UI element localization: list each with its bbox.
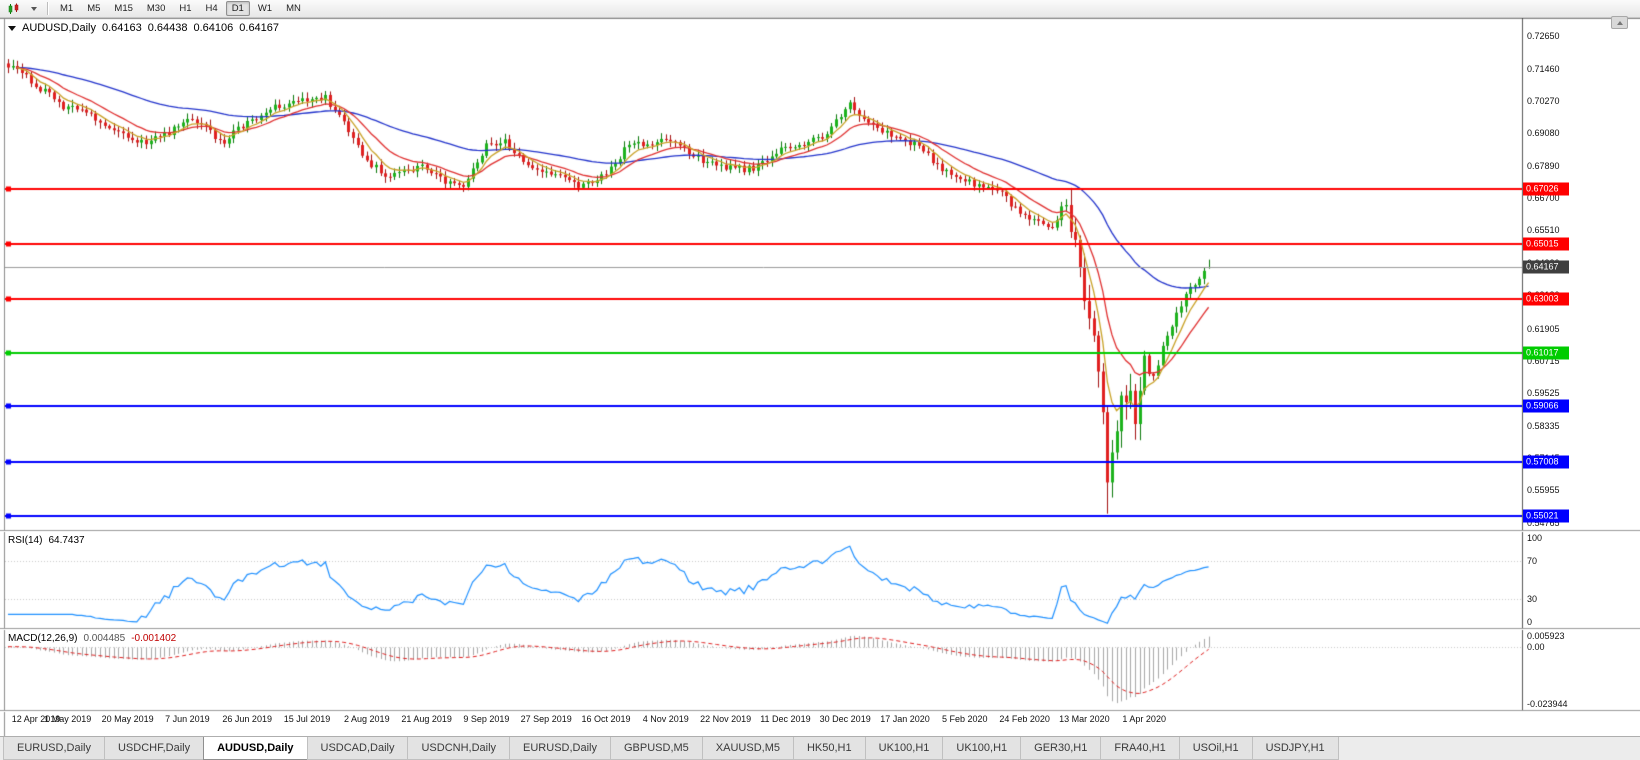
timeframe-button-h4[interactable]: H4: [200, 1, 224, 16]
symbol-collapse-icon[interactable]: [8, 25, 16, 31]
date-axis-label: 22 Nov 2019: [700, 714, 752, 724]
chart-tab-hk50-h1[interactable]: HK50,H1: [792, 737, 866, 760]
timeframe-button-m30[interactable]: M30: [141, 1, 171, 16]
price-axis-label: 0.55955: [1527, 485, 1560, 496]
macd-indicator-header: MACD(12,26,9) 0.004485 -0.001402: [8, 633, 176, 644]
date-axis-label: 20 May 2019: [101, 714, 154, 724]
timeframe-button-h1[interactable]: H1: [173, 1, 197, 16]
price-axis-label: 0.59525: [1527, 388, 1560, 399]
price-chart-canvas[interactable]: [0, 18, 1640, 736]
price-axis-label: 0.54765: [1527, 517, 1560, 528]
date-axis-label: 24 Feb 2020: [999, 714, 1050, 724]
ohlc-open: 0.64163: [101, 22, 142, 34]
chart-tab-eurusd-daily[interactable]: EURUSD,Daily: [3, 737, 105, 760]
scroll-up-button[interactable]: [1611, 16, 1628, 29]
chart-ohlc-header: AUDUSD,Daily 0.64163 0.64438 0.64106 0.6…: [8, 22, 279, 34]
timeframe-button-m5[interactable]: M5: [81, 1, 106, 16]
chart-tab-usdjpy-h1[interactable]: USDJPY,H1: [1251, 737, 1339, 760]
date-axis-label: 21 Aug 2019: [401, 714, 452, 724]
chart-tab-usoil-h1[interactable]: USOil,H1: [1178, 737, 1253, 760]
chart-tab-bar: EURUSD,Daily USDCHF,Daily AUDUSD,Daily USDC…: [0, 736, 1640, 760]
hline-price-tag[interactable]: 0.57008: [1523, 455, 1569, 469]
macd-scale-label: -0.023944: [1527, 698, 1568, 709]
date-axis-label: 12 Apr 2019: [11, 714, 61, 724]
date-axis-label: 7 Jun 2019: [165, 714, 210, 724]
price-axis-label: 0.71460: [1527, 63, 1560, 74]
toolbar-separator: [47, 2, 48, 15]
hline-price-tag[interactable]: 0.59066: [1523, 399, 1569, 413]
price-axis-label: 0.72650: [1527, 31, 1560, 42]
timeframe-button-mn[interactable]: MN: [280, 1, 307, 16]
hline-price-tag[interactable]: 0.61017: [1523, 346, 1569, 360]
chart-area: AUDUSD,Daily 0.64163 0.64438 0.64106 0.6…: [0, 16, 1640, 736]
candlestick-chart-icon[interactable]: [4, 1, 24, 16]
rsi-indicator-header: RSI(14) 64.7437: [8, 535, 85, 546]
price-axis-label: 0.70270: [1527, 95, 1560, 106]
date-axis-label: 11 Dec 2019: [760, 714, 811, 724]
date-axis-label: 15 Jul 2019: [283, 714, 331, 724]
ohlc-low: 0.64106: [193, 22, 234, 34]
chart-tab-usdchf-daily[interactable]: USDCHF,Daily: [103, 737, 205, 760]
timeframe-button-d1[interactable]: D1: [225, 1, 250, 16]
timeframe-button-m15[interactable]: M15: [108, 1, 138, 16]
chart-tab-uk100-h1[interactable]: UK100,H1: [942, 737, 1022, 760]
toolbar: M1 M5 M15 M30 H1 H4 D1 W1 MN: [0, 0, 1640, 18]
rsi-scale-label: 0: [1527, 617, 1533, 627]
date-axis-label: 1 May 2019: [44, 714, 92, 724]
rsi-scale-label: 70: [1527, 555, 1538, 566]
timeframe-button-w1[interactable]: W1: [252, 1, 278, 16]
scroll-up-icon: [1616, 20, 1623, 25]
price-axis-label: 0.66700: [1527, 193, 1560, 204]
price-axis-label: 0.60715: [1527, 355, 1560, 366]
date-axis-label: 4 Nov 2019: [642, 714, 689, 724]
date-axis-label: 13 Mar 2020: [1059, 714, 1110, 724]
rsi-scale-label: 30: [1527, 594, 1538, 605]
current-price-tag[interactable]: 0.64167: [1523, 260, 1569, 274]
date-axis-label: 30 Dec 2019: [819, 714, 871, 724]
date-axis-label: 9 Sep 2019: [463, 714, 510, 724]
macd-main-value: 0.004485: [83, 633, 126, 644]
hline-price-tag[interactable]: 0.65015: [1523, 237, 1569, 251]
date-axis-label: 17 Jan 2020: [880, 714, 930, 724]
price-axis-label: 0.61905: [1527, 323, 1560, 334]
date-axis-label: 16 Oct 2019: [581, 714, 631, 724]
price-axis-label: 0.58335: [1527, 420, 1560, 431]
chart-tab-gbpusd-m5[interactable]: GBPUSD,M5: [610, 737, 703, 760]
price-axis-label: 0.65510: [1527, 225, 1560, 236]
price-axis-label: 0.69080: [1527, 128, 1560, 139]
chart-tab-xauusd-m5[interactable]: XAUUSD,M5: [701, 737, 794, 760]
price-axis-label: 0.67890: [1527, 160, 1560, 171]
chart-tab-eurusd-daily[interactable]: EURUSD,Daily: [509, 737, 611, 760]
rsi-value: 64.7437: [48, 535, 85, 546]
ohlc-close: 0.64167: [239, 22, 280, 34]
date-axis-label: 5 Feb 2020: [942, 714, 988, 724]
date-axis-label: 26 Jun 2019: [222, 714, 272, 724]
chart-tab-fra40-h1[interactable]: FRA40,H1: [1100, 737, 1180, 760]
timeframe-button-m1[interactable]: M1: [54, 1, 79, 16]
chart-tab-usdcnh-daily[interactable]: USDCNH,Daily: [407, 737, 511, 760]
hline-price-tag[interactable]: 0.55021: [1523, 509, 1569, 523]
date-axis-label: 1 Apr 2020: [1122, 714, 1166, 724]
macd-scale-label: 0.005923: [1527, 631, 1565, 641]
chart-tab-uk100-h1[interactable]: UK100,H1: [864, 737, 944, 760]
macd-signal-value: -0.001402: [131, 633, 177, 644]
timeframe-button-group: M1 M5 M15 M30 H1 H4 D1 W1 MN: [53, 1, 308, 16]
macd-scale-label: 0.00: [1527, 641, 1545, 652]
macd-label: MACD(12,26,9): [8, 633, 78, 644]
chart-tab-ger30-h1[interactable]: GER30,H1: [1020, 737, 1102, 760]
rsi-label: RSI(14): [8, 535, 43, 546]
chart-tab-usdcad-daily[interactable]: USDCAD,Daily: [306, 737, 409, 760]
hline-price-tag[interactable]: 0.63003: [1523, 292, 1569, 306]
chart-type-dropdown-icon[interactable]: [24, 1, 44, 16]
chart-tab-audusd-daily[interactable]: AUDUSD,Daily: [203, 737, 308, 760]
ohlc-high: 0.64438: [147, 22, 188, 34]
date-axis-label: 27 Sep 2019: [520, 714, 572, 724]
hline-price-tag[interactable]: 0.67026: [1523, 182, 1569, 196]
date-axis-label: 2 Aug 2019: [344, 714, 390, 724]
chart-symbol-label: AUDUSD,Daily: [22, 22, 96, 34]
rsi-scale-label: 100: [1527, 533, 1543, 543]
